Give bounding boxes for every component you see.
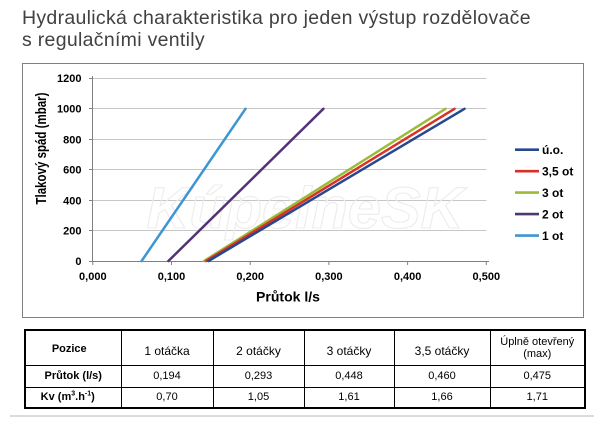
svg-text:0,400: 0,400 (394, 271, 422, 283)
svg-text:Průtok l/s: Průtok l/s (256, 289, 320, 305)
svg-text:KúpelneSK: KúpelneSK (147, 176, 468, 241)
svg-text:200: 200 (63, 225, 81, 237)
svg-text:0: 0 (75, 256, 81, 268)
svg-text:0,000: 0,000 (79, 271, 107, 283)
svg-text:0,200: 0,200 (236, 271, 264, 283)
svg-text:0,300: 0,300 (315, 271, 343, 283)
svg-text:600: 600 (63, 164, 81, 176)
svg-text:3 ot: 3 ot (542, 186, 563, 200)
svg-text:Tlakový spád (mbar): Tlakový spád (mbar) (33, 93, 50, 205)
svg-text:2 ot: 2 ot (542, 207, 563, 221)
svg-text:3,5 ot: 3,5 ot (542, 165, 573, 179)
svg-text:1200: 1200 (57, 73, 81, 85)
svg-text:800: 800 (63, 134, 81, 146)
svg-text:1 ot: 1 ot (542, 229, 563, 243)
svg-text:400: 400 (63, 195, 81, 207)
svg-text:1000: 1000 (57, 103, 81, 115)
svg-text:ú.o.: ú.o. (542, 143, 563, 157)
svg-text:0,100: 0,100 (158, 271, 186, 283)
svg-text:0,500: 0,500 (473, 271, 501, 283)
